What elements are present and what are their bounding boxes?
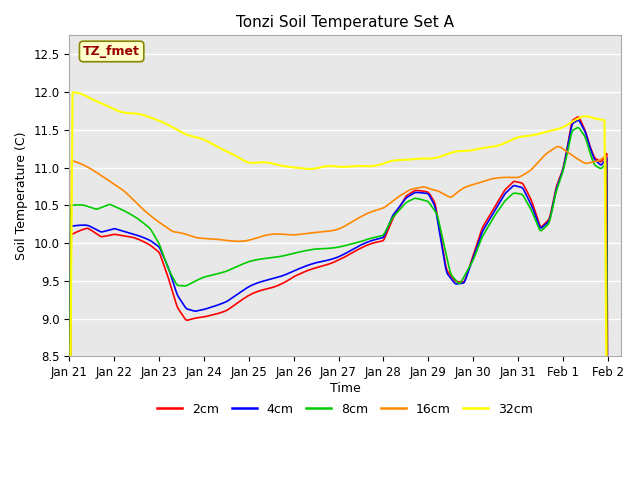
- Y-axis label: Soil Temperature (C): Soil Temperature (C): [15, 132, 28, 260]
- Text: TZ_fmet: TZ_fmet: [83, 45, 140, 58]
- X-axis label: Time: Time: [330, 382, 360, 395]
- Legend: 2cm, 4cm, 8cm, 16cm, 32cm: 2cm, 4cm, 8cm, 16cm, 32cm: [152, 398, 538, 420]
- Title: Tonzi Soil Temperature Set A: Tonzi Soil Temperature Set A: [236, 15, 454, 30]
